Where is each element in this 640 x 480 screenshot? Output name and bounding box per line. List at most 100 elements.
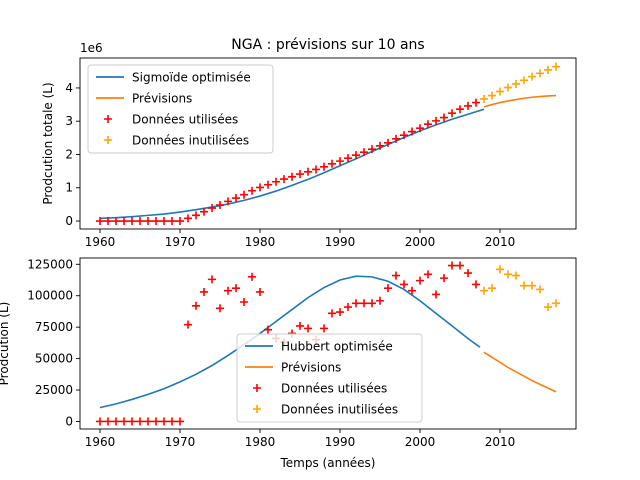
- data-point: [328, 309, 336, 318]
- data-point: [416, 124, 424, 133]
- legend-marker-swatch: [104, 115, 112, 123]
- data-point: [168, 217, 176, 226]
- data-point: [496, 265, 504, 274]
- legend: Sigmoïde optimisée Prévisions Données util…: [87, 64, 274, 154]
- data-point: [512, 271, 520, 280]
- x-tick-label: 1960: [85, 235, 116, 249]
- axes-frame: [79, 257, 577, 430]
- y-tick-label: 125000: [27, 257, 73, 271]
- legend-label: Données utilisées: [281, 382, 387, 396]
- legend-label: Prévisions: [132, 92, 192, 106]
- data-point: [304, 167, 312, 176]
- x-tick-label: 2000: [405, 435, 436, 449]
- data-point: [408, 127, 416, 136]
- x-tick-label: 1990: [325, 235, 356, 249]
- data-point: [160, 417, 168, 426]
- data-point: [496, 87, 504, 96]
- legend-label: Données utilisées: [132, 113, 238, 127]
- data-point: [256, 287, 264, 296]
- data-point: [416, 276, 424, 285]
- data-point: [128, 417, 136, 426]
- data-point: [216, 304, 224, 313]
- x-tick-label: 1980: [245, 235, 276, 249]
- data-point: [376, 141, 384, 150]
- data-point: [464, 101, 472, 110]
- data-point: [264, 180, 272, 189]
- data-point: [176, 217, 184, 226]
- y-tick-label: 2: [65, 147, 73, 161]
- data-point: [352, 151, 360, 160]
- data-point: [168, 417, 176, 426]
- data-point: [368, 145, 376, 154]
- data-point: [368, 299, 376, 308]
- data-point: [208, 275, 216, 284]
- y-tick-label: 25000: [35, 383, 73, 397]
- x-tick-label: 1970: [165, 235, 196, 249]
- data-point: [520, 76, 528, 85]
- data-point: [528, 281, 536, 290]
- y-axis-label: Prodcution totale (L): [41, 82, 55, 204]
- data-point: [112, 217, 120, 226]
- y-axis-label: Prodcution (L): [0, 302, 11, 386]
- chart-2: 1960 1970 1980 1990 2000 2010 0 25000 50000 75000…: [0, 257, 577, 470]
- chart-title: NGA : prévisions sur 10 ans: [231, 37, 424, 53]
- series-3: [96, 98, 480, 226]
- legend-frame: [87, 64, 274, 154]
- data-point: [128, 217, 136, 226]
- series-line: [99, 275, 481, 409]
- data-point: [352, 299, 360, 308]
- data-point: [232, 194, 240, 203]
- x-tick-label: 1980: [245, 435, 276, 449]
- data-point: [104, 217, 112, 226]
- y-tick-label: 50000: [35, 352, 73, 366]
- legend-label: Données inutilisées: [281, 403, 398, 417]
- data-point: [480, 286, 488, 295]
- y-tick-label: 75000: [35, 320, 73, 334]
- data-point: [504, 270, 512, 279]
- data-point: [432, 116, 440, 125]
- data-point: [200, 207, 208, 216]
- data-point: [480, 94, 488, 103]
- y-tick-label: 0: [65, 414, 73, 428]
- data-point: [456, 105, 464, 114]
- data-point: [152, 417, 160, 426]
- data-point: [288, 172, 296, 181]
- data-point: [520, 281, 528, 290]
- data-point: [448, 109, 456, 118]
- axis-offset-text: 1e6: [80, 41, 103, 55]
- data-point: [536, 285, 544, 294]
- legend-label: Prévisions: [281, 361, 341, 375]
- y-tick-label: 0: [65, 214, 73, 228]
- data-point: [384, 284, 392, 293]
- data-point: [424, 120, 432, 129]
- data-point: [120, 217, 128, 226]
- data-point: [104, 417, 112, 426]
- data-point: [552, 62, 560, 71]
- data-point: [96, 417, 104, 426]
- data-point: [440, 113, 448, 122]
- data-point: [344, 303, 352, 312]
- data-point: [296, 170, 304, 179]
- y-tick-label: 100000: [27, 289, 73, 303]
- data-point: [384, 138, 392, 147]
- data-point: [440, 274, 448, 283]
- data-point: [400, 131, 408, 140]
- data-point: [240, 298, 248, 307]
- data-point: [216, 201, 224, 210]
- legend-label: Sigmoïde optimisée: [132, 71, 251, 85]
- x-tick-label: 2010: [485, 235, 516, 249]
- data-point: [552, 299, 560, 308]
- data-point: [408, 286, 416, 295]
- data-point: [544, 65, 552, 74]
- data-point: [248, 186, 256, 195]
- data-point: [360, 299, 368, 308]
- legend-label: Données inutilisées: [132, 134, 249, 148]
- data-point: [160, 217, 168, 226]
- legend-marker-swatch: [253, 384, 261, 392]
- y-tick-label: 4: [65, 81, 73, 95]
- data-point: [248, 272, 256, 281]
- x-tick-label: 2000: [405, 235, 436, 249]
- data-point: [144, 217, 152, 226]
- data-point: [400, 280, 408, 289]
